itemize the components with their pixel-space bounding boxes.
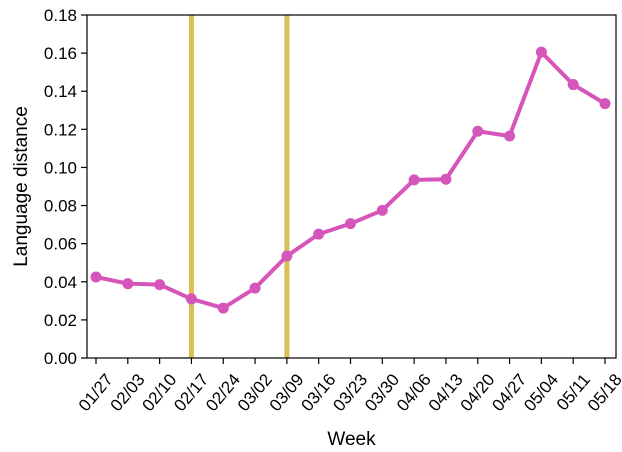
data-point (376, 204, 388, 216)
x-tick-label: 03/30 (361, 370, 403, 415)
y-tick-label: 0.18 (44, 6, 77, 25)
x-tick-label: 04/20 (457, 370, 499, 415)
x-tick-label: 04/13 (425, 370, 467, 415)
x-tick-label: 03/02 (234, 370, 276, 415)
x-axis-title: Week (327, 429, 376, 450)
x-tick-label: 02/10 (139, 370, 181, 415)
y-tick-label: 0.00 (44, 349, 77, 368)
y-axis-title: Language distance (11, 106, 32, 267)
y-tick-label: 0.02 (44, 311, 77, 330)
data-point (472, 125, 484, 137)
y-tick-label: 0.12 (44, 120, 77, 139)
x-tick-label: 02/24 (202, 370, 244, 415)
y-tick-label: 0.06 (44, 235, 77, 254)
data-point (440, 173, 452, 185)
data-point (154, 279, 166, 291)
data-point (90, 271, 102, 283)
y-tick-label: 0.10 (44, 158, 77, 177)
x-tick-label: 01/27 (75, 370, 117, 415)
data-point (185, 293, 197, 305)
y-tick-label: 0.16 (44, 44, 77, 63)
x-tick-label: 02/03 (107, 370, 149, 415)
y-axis-ticks: 0.00 0.02 0.04 0.06 0.08 0.10 0.12 0.14 0.16 0.18 (44, 6, 87, 368)
y-tick-label: 0.04 (44, 273, 77, 292)
x-tick-label: 05/18 (584, 370, 622, 415)
data-point (345, 218, 356, 230)
data-point (504, 130, 516, 142)
data-point (217, 302, 229, 314)
x-tick-label: 03/09 (266, 370, 308, 415)
series-group (90, 46, 611, 314)
x-tick-label: 03/16 (298, 370, 340, 415)
data-point (122, 278, 134, 290)
x-tick-label: 03/23 (329, 370, 371, 415)
data-point (281, 250, 293, 262)
data-point (249, 282, 261, 294)
y-tick-label: 0.14 (44, 82, 77, 101)
data-point (567, 79, 579, 91)
vertical-markers (188, 15, 290, 358)
x-axis-ticks: 01/2702/0302/1002/1702/2403/0203/0903/16… (75, 358, 622, 415)
plot-frame (86, 14, 617, 359)
x-tick-label: 04/27 (488, 370, 530, 415)
x-tick-label: 02/17 (170, 370, 212, 415)
series-line (95, 50, 607, 311)
data-point (313, 228, 325, 240)
data-point (599, 98, 611, 110)
x-tick-label: 05/04 (520, 370, 562, 415)
x-tick-label: 05/11 (553, 370, 594, 414)
x-tick-label: 04/06 (393, 370, 435, 415)
data-point (535, 46, 547, 58)
data-point (408, 174, 420, 186)
y-tick-label: 0.08 (44, 197, 77, 216)
